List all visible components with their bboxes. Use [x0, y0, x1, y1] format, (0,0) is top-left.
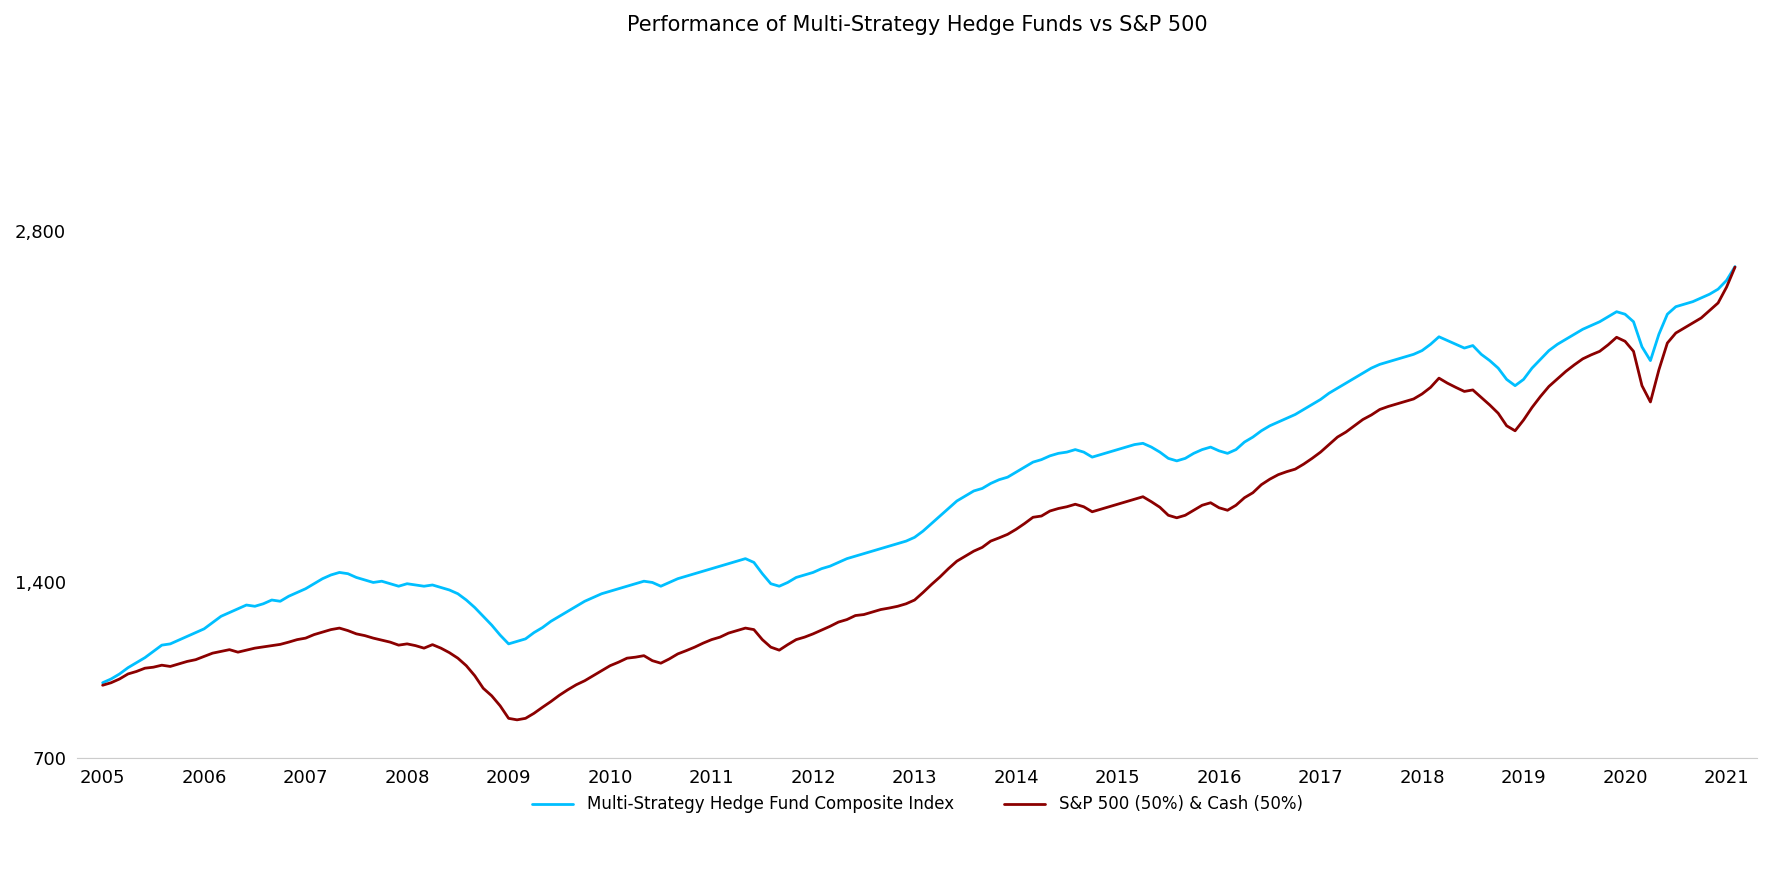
- S&P 500 (50%) & Cash (50%): [245, 643, 266, 654]
- Title: Performance of Multi-Strategy Hedge Funds vs S&P 500: Performance of Multi-Strategy Hedge Fund…: [627, 15, 1207, 35]
- Multi-Strategy Hedge Fund Composite Index: [861, 546, 882, 556]
- Multi-Strategy Hedge Fund Composite Index: [937, 503, 959, 514]
- Multi-Strategy Hedge Fund Composite Index: [92, 678, 113, 688]
- Multi-Strategy Hedge Fund Composite Index: [1352, 368, 1373, 378]
- Multi-Strategy Hedge Fund Composite Index: [431, 582, 452, 593]
- Multi-Strategy Hedge Fund Composite Index: [245, 601, 266, 611]
- Multi-Strategy Hedge Fund Composite Index: [1403, 349, 1425, 360]
- S&P 500 (50%) & Cash (50%): [946, 556, 968, 566]
- S&P 500 (50%) & Cash (50%): [1361, 409, 1382, 420]
- S&P 500 (50%) & Cash (50%): [431, 643, 452, 654]
- Line: S&P 500 (50%) & Cash (50%): S&P 500 (50%) & Cash (50%): [103, 267, 1735, 719]
- S&P 500 (50%) & Cash (50%): [870, 604, 891, 615]
- S&P 500 (50%) & Cash (50%): [1724, 261, 1745, 272]
- S&P 500 (50%) & Cash (50%): [1412, 389, 1434, 400]
- Legend: Multi-Strategy Hedge Fund Composite Index, S&P 500 (50%) & Cash (50%): Multi-Strategy Hedge Fund Composite Inde…: [525, 789, 1310, 820]
- Multi-Strategy Hedge Fund Composite Index: [1724, 261, 1745, 272]
- Line: Multi-Strategy Hedge Fund Composite Index: Multi-Strategy Hedge Fund Composite Inde…: [103, 267, 1735, 683]
- S&P 500 (50%) & Cash (50%): [92, 680, 113, 690]
- S&P 500 (50%) & Cash (50%): [507, 714, 528, 725]
